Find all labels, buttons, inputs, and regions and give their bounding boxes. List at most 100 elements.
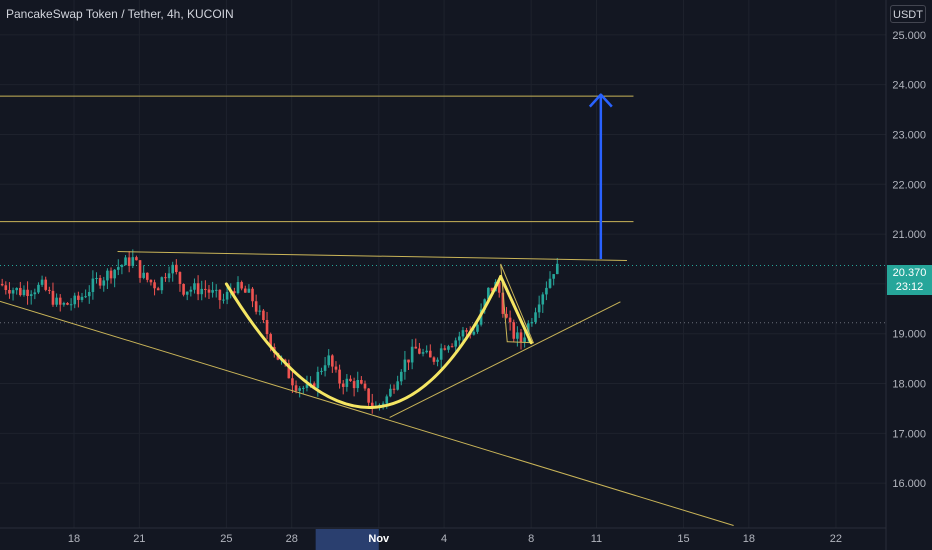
candle-body bbox=[269, 334, 272, 347]
candle-body bbox=[516, 332, 519, 339]
candle-body bbox=[171, 264, 175, 274]
candle-body bbox=[265, 319, 269, 335]
candle-down bbox=[98, 275, 102, 289]
candle-up bbox=[552, 273, 555, 286]
candle-body bbox=[389, 388, 392, 397]
time-axis-label: 25 bbox=[220, 533, 232, 545]
candle-up bbox=[106, 268, 109, 290]
time-axis-highlight bbox=[315, 529, 379, 550]
candle-body bbox=[66, 302, 69, 305]
candle-body bbox=[305, 384, 309, 388]
candle-down bbox=[338, 364, 341, 389]
candle-body bbox=[62, 302, 66, 305]
candle-down bbox=[127, 251, 131, 273]
candle-up bbox=[258, 305, 262, 316]
candle-down bbox=[262, 309, 265, 324]
candle-body bbox=[8, 289, 11, 294]
candle-body bbox=[356, 380, 360, 389]
time-axis-label: 18 bbox=[743, 533, 755, 545]
price-axis-label: 24.000 bbox=[892, 80, 926, 92]
currency-badge[interactable]: USDT bbox=[890, 5, 926, 23]
price-axis-label: 19.000 bbox=[892, 329, 926, 341]
candle-body bbox=[320, 370, 323, 372]
candle-up bbox=[516, 326, 519, 347]
candle-down bbox=[407, 359, 410, 370]
candle-body bbox=[370, 402, 374, 407]
candle-body bbox=[153, 282, 156, 289]
candle-up bbox=[345, 374, 349, 392]
last-price-value: 20.370 bbox=[892, 267, 927, 279]
candle-up bbox=[421, 348, 425, 357]
candle-body bbox=[182, 283, 185, 295]
candle-body bbox=[508, 317, 512, 323]
candle-up bbox=[200, 280, 204, 301]
candle-body bbox=[80, 296, 84, 300]
candle-body bbox=[149, 279, 153, 283]
candle-body bbox=[4, 285, 8, 290]
candle-body bbox=[247, 288, 251, 293]
candle-body bbox=[458, 336, 461, 341]
candle-body bbox=[29, 294, 33, 297]
candle-down bbox=[367, 388, 370, 406]
candle-body bbox=[40, 279, 44, 285]
candle-down bbox=[352, 377, 356, 397]
candle-body bbox=[349, 378, 352, 382]
candle-up bbox=[236, 276, 240, 295]
candle-body bbox=[87, 292, 91, 297]
candle-down bbox=[77, 291, 80, 308]
candle-down bbox=[4, 281, 8, 295]
symbol-title: PancakeSwap Token / Tether, 4h, KUCOIN bbox=[6, 7, 234, 21]
candle-body bbox=[537, 304, 541, 313]
candle-body bbox=[120, 265, 124, 268]
candle-down bbox=[149, 279, 153, 286]
candle-down bbox=[218, 289, 222, 309]
candle-body bbox=[11, 290, 15, 294]
candle-body bbox=[302, 387, 305, 389]
candle-body bbox=[95, 277, 98, 279]
candle-up bbox=[222, 293, 225, 304]
candle-up bbox=[399, 369, 403, 386]
candle-body bbox=[33, 292, 37, 295]
candle-body bbox=[352, 381, 356, 389]
candle-body bbox=[490, 287, 494, 292]
candle-body bbox=[327, 355, 331, 366]
candle-up bbox=[320, 367, 323, 375]
candle-up bbox=[389, 384, 392, 398]
candle-up bbox=[171, 261, 175, 282]
time-axis-label: 8 bbox=[528, 533, 534, 545]
candle-up bbox=[91, 270, 95, 300]
candle-body bbox=[211, 290, 214, 293]
candle-body bbox=[225, 291, 229, 300]
candle-body bbox=[331, 355, 334, 367]
candle-up bbox=[102, 276, 106, 292]
candle-body bbox=[109, 270, 113, 279]
candle-body bbox=[84, 296, 87, 298]
candle-up bbox=[436, 357, 439, 367]
candle-body bbox=[196, 283, 200, 295]
candle-up bbox=[214, 284, 218, 298]
candle-down bbox=[450, 343, 454, 348]
candle-body bbox=[530, 321, 534, 324]
candle-body bbox=[55, 297, 58, 305]
candle-down bbox=[182, 283, 185, 297]
candle-up bbox=[167, 266, 171, 283]
candle-body bbox=[178, 272, 182, 284]
candle-down bbox=[414, 338, 418, 349]
candle-down bbox=[254, 294, 258, 315]
last-price-tag: 20.370 23:12 bbox=[887, 265, 932, 295]
candle-body bbox=[545, 287, 548, 295]
candle-down bbox=[331, 354, 334, 373]
drawings bbox=[0, 93, 734, 526]
candle-body bbox=[91, 278, 95, 293]
candle-up bbox=[211, 281, 214, 298]
candle-up bbox=[555, 257, 559, 275]
candle-up bbox=[40, 275, 44, 287]
candle-up bbox=[523, 330, 526, 348]
candle-body bbox=[58, 297, 62, 305]
price-axis-label: 21.000 bbox=[892, 229, 926, 241]
candle-body bbox=[51, 290, 55, 305]
candle-up bbox=[80, 292, 84, 303]
candle-down bbox=[251, 287, 254, 308]
